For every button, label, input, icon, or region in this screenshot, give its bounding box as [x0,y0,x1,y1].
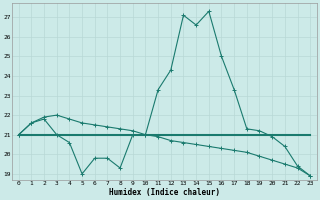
X-axis label: Humidex (Indice chaleur): Humidex (Indice chaleur) [109,188,220,197]
